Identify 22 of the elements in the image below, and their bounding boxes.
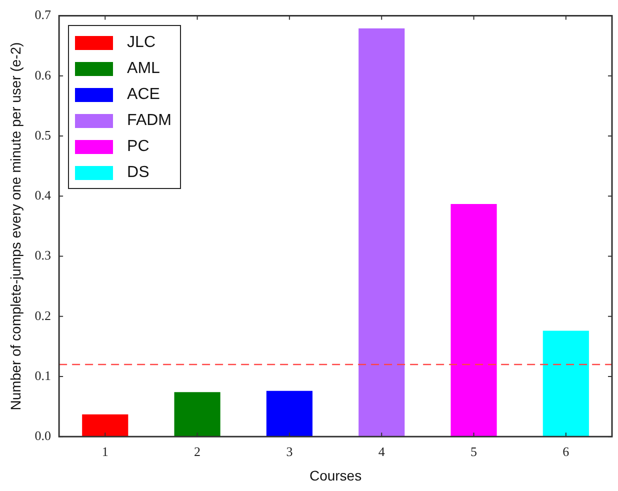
y-axis-title: Number of complete-jumps every one minute per user (e-2) — [7, 42, 24, 410]
y-tick-label: 0.3 — [34, 248, 52, 263]
y-tick-label: 0.6 — [34, 67, 52, 82]
y-tick-label: 0.5 — [34, 127, 52, 142]
x-tick-label: 1 — [102, 444, 108, 459]
x-tick-label: 4 — [378, 444, 386, 459]
x-tick-label: 6 — [562, 444, 570, 459]
y-tick-label: 0.4 — [34, 188, 52, 203]
y-tick-label: 0.0 — [34, 428, 52, 444]
y-tick-label: 0.1 — [34, 368, 52, 383]
legend-label: ACE — [127, 86, 160, 104]
legend-label: FADM — [127, 112, 172, 130]
x-axis-title: Courses — [309, 467, 362, 484]
legend-label: PC — [127, 138, 150, 156]
x-tick-label: 2 — [194, 444, 201, 459]
legend-label: DS — [127, 164, 150, 182]
y-tick-label: 0.2 — [34, 308, 52, 323]
legend-label: AML — [127, 60, 160, 78]
legend-label: JLC — [127, 34, 156, 52]
x-tick-label: 5 — [470, 444, 478, 459]
y-tick-label: 0.7 — [34, 7, 52, 22]
x-tick-label: 3 — [286, 444, 293, 459]
